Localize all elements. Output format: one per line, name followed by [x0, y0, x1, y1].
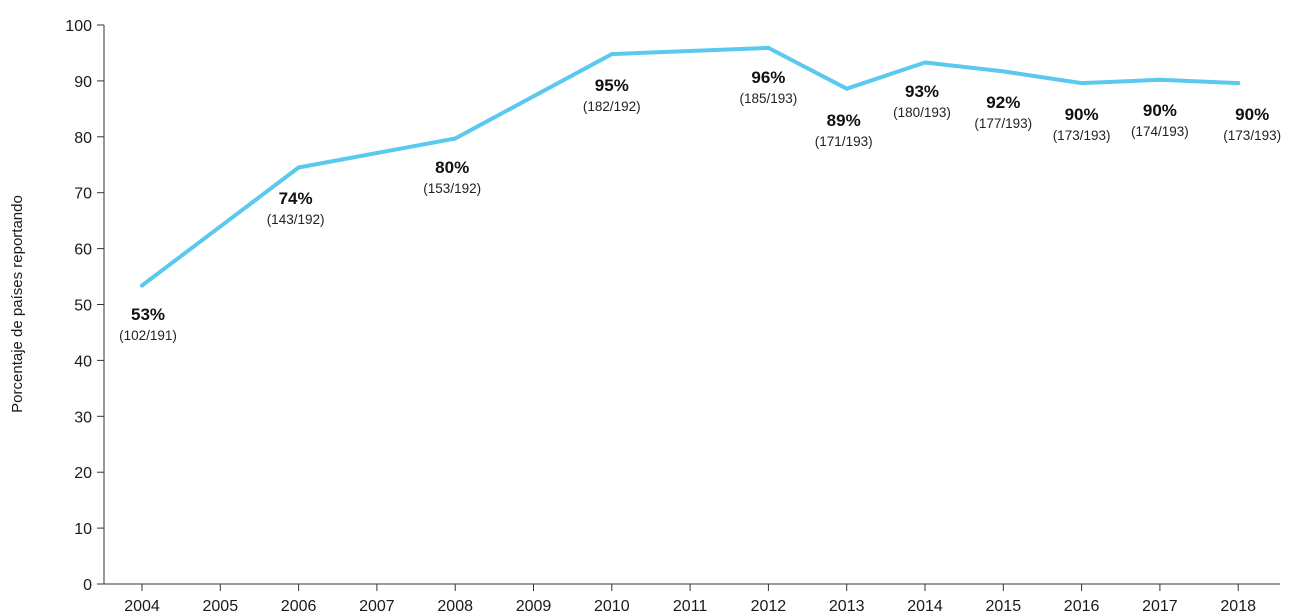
data-label-count: (173/193) [1223, 128, 1281, 143]
y-tick-label: 50 [74, 298, 92, 315]
data-label-count: (171/193) [815, 134, 873, 149]
data-labels: 53% (102/191) 74% (143/192) 80% (153/192) 95% (… [119, 68, 1281, 343]
data-label-percent: 90% [1143, 101, 1177, 120]
data-point [453, 136, 458, 141]
data-label-percent: 74% [279, 189, 313, 208]
y-tick-label: 100 [65, 18, 92, 35]
x-tick-label: 2015 [986, 598, 1022, 615]
x-tick-label: 2008 [437, 598, 473, 615]
data-point [844, 86, 849, 91]
data-point [1157, 77, 1162, 82]
y-tick-label: 70 [74, 186, 92, 203]
data-point [140, 283, 144, 288]
data-label-percent: 90% [1235, 105, 1269, 124]
data-point [296, 165, 301, 170]
y-axis-title: Porcentaje de países reportando [9, 195, 26, 413]
data-label-count: (182/192) [583, 99, 641, 114]
y-tick-label: 30 [74, 409, 92, 426]
x-tick-label: 2016 [1064, 598, 1100, 615]
data-label-count: (185/193) [740, 91, 798, 106]
y-tick-label: 80 [74, 130, 92, 147]
data-label-percent: 92% [986, 93, 1020, 112]
series-line [140, 45, 1241, 288]
data-label-count: (153/192) [423, 181, 481, 196]
x-tick-label: 2006 [281, 598, 317, 615]
y-tick-label: 40 [74, 353, 92, 370]
series-group [140, 45, 1241, 288]
data-label-count: (180/193) [893, 105, 951, 120]
data-label-percent: 90% [1065, 105, 1099, 124]
x-axis-ticks: 2004 2005 2006 2007 2008 2009 2010 2011 2012 2013… [124, 584, 1256, 615]
x-tick-label: 2010 [594, 598, 630, 615]
data-label-count: (143/192) [267, 212, 325, 227]
data-label-percent: 96% [751, 68, 785, 87]
x-tick-label: 2014 [907, 598, 943, 615]
x-tick-label: 2011 [673, 598, 708, 615]
data-point [1001, 69, 1006, 74]
data-point [766, 45, 771, 50]
x-tick-label: 2009 [516, 598, 552, 615]
data-label-percent: 53% [131, 305, 165, 324]
y-tick-label: 90 [74, 74, 92, 91]
data-label-count: (177/193) [974, 116, 1032, 131]
x-tick-label: 2013 [829, 598, 865, 615]
data-point [609, 52, 614, 57]
y-tick-label: 60 [74, 242, 92, 259]
data-label-percent: 80% [435, 158, 469, 177]
y-tick-label: 20 [74, 465, 92, 482]
data-label-percent: 89% [827, 111, 861, 130]
data-label-percent: 95% [595, 76, 629, 95]
data-label-percent: 93% [905, 82, 939, 101]
y-axis-ticks: 0 10 20 30 40 50 60 70 80 90 100 [65, 18, 104, 594]
data-point [1236, 81, 1241, 86]
x-tick-label: 2018 [1220, 598, 1256, 615]
y-tick-label: 0 [83, 577, 92, 594]
y-tick-label: 10 [74, 521, 92, 538]
data-label-count: (174/193) [1131, 124, 1189, 139]
x-tick-label: 2005 [203, 598, 239, 615]
data-point [923, 60, 927, 65]
data-label-count: (173/193) [1053, 128, 1111, 143]
x-tick-label: 2017 [1142, 598, 1178, 615]
x-tick-label: 2004 [124, 598, 160, 615]
data-label-count: (102/191) [119, 328, 177, 343]
data-point [1079, 81, 1084, 86]
x-tick-label: 2007 [359, 598, 395, 615]
x-tick-label: 2012 [751, 598, 787, 615]
